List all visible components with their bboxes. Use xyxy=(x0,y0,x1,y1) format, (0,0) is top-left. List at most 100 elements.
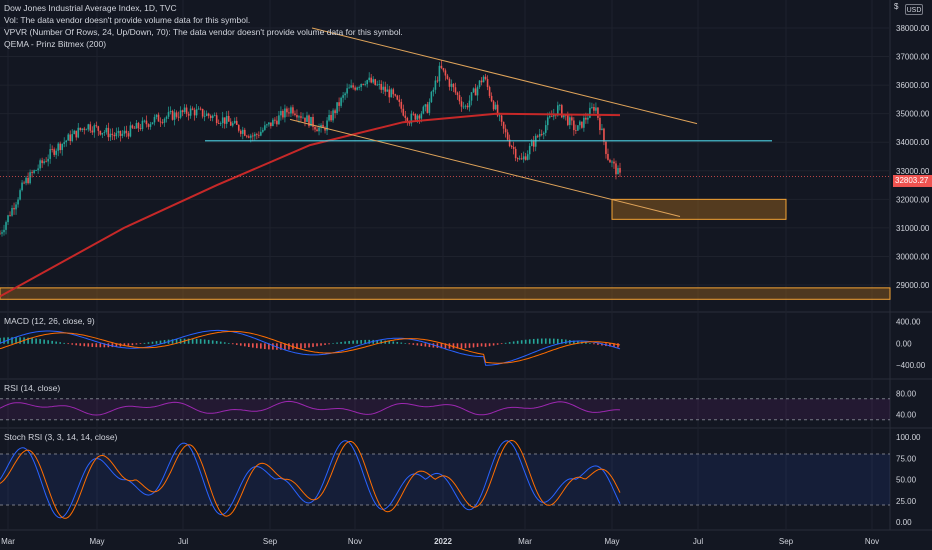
macd-histogram-bar xyxy=(296,343,298,349)
candle-body xyxy=(185,107,188,114)
macd-histogram-bar xyxy=(31,338,33,344)
time-tick-label: Jul xyxy=(178,537,188,546)
macd-histogram-bar xyxy=(223,342,226,344)
candle-body xyxy=(492,101,495,110)
candle-body xyxy=(245,135,248,137)
candle-body xyxy=(364,84,366,85)
time-tick-label: Nov xyxy=(865,537,879,546)
macd-histogram-bar xyxy=(43,339,45,344)
stoch-legend[interactable]: Stoch RSI (3, 3, 14, 14, close) xyxy=(4,432,118,442)
candle-body xyxy=(169,110,172,113)
candle-body xyxy=(468,100,471,108)
candle-body xyxy=(155,114,158,117)
candle-body xyxy=(41,160,43,164)
candle-body xyxy=(237,124,240,131)
candle-body xyxy=(191,108,194,110)
candle-body xyxy=(569,117,571,125)
candle-body xyxy=(460,101,463,107)
candle-body xyxy=(171,110,174,120)
candle-body xyxy=(43,161,45,164)
candle-body xyxy=(302,117,304,119)
macd-tick-label: −400.00 xyxy=(896,361,926,370)
candle-body xyxy=(474,88,477,96)
qema-legend[interactable]: QEMA - Prinz Bitmex (200) xyxy=(4,39,107,49)
macd-histogram-bar xyxy=(35,338,37,344)
candle-body xyxy=(213,115,216,117)
stoch-tick-label: 25.00 xyxy=(896,497,917,506)
candle-body xyxy=(87,124,90,130)
candle-body xyxy=(392,89,395,95)
candle-body xyxy=(27,177,29,184)
candle-body xyxy=(450,83,453,87)
candle-body xyxy=(518,158,521,160)
candle-body xyxy=(514,148,517,159)
vpvr-legend[interactable]: VPVR (Number Of Rows, 24, Up/Down, 70): … xyxy=(4,27,403,37)
candle-body xyxy=(522,156,525,160)
candle-body xyxy=(502,121,505,129)
candle-body xyxy=(57,143,59,151)
time-tick-label: 2022 xyxy=(434,537,452,546)
symbol-title[interactable]: Dow Jones Industrial Average Index, 1D, … xyxy=(4,3,177,13)
macd-histogram-bar xyxy=(131,343,134,346)
candle-body xyxy=(352,85,354,88)
candle-body xyxy=(254,134,256,137)
macd-histogram-bar xyxy=(15,337,17,344)
macd-histogram-bar xyxy=(239,343,242,346)
candle-body xyxy=(532,141,535,147)
macd-histogram-bar xyxy=(404,343,407,344)
currency-badge[interactable]: USD xyxy=(905,4,923,15)
candle-body xyxy=(47,158,49,162)
candle-body xyxy=(446,75,449,79)
candle-body xyxy=(563,114,565,118)
macd-histogram-bar xyxy=(436,343,439,348)
candle-body xyxy=(280,110,282,116)
candle-body xyxy=(573,120,575,131)
candle-body xyxy=(330,114,332,121)
candle-body xyxy=(45,161,47,163)
candle-body xyxy=(187,113,190,116)
macd-histogram-bar xyxy=(135,343,138,345)
macd-histogram-bar xyxy=(440,343,443,349)
candle-body xyxy=(432,89,435,92)
macd-histogram-bar xyxy=(207,339,210,344)
candle-body xyxy=(270,122,272,127)
candle-body xyxy=(103,132,106,134)
candle-body xyxy=(264,125,266,130)
candle-body xyxy=(506,132,509,140)
candle-body xyxy=(402,108,405,116)
candle-body xyxy=(89,124,92,131)
macd-legend[interactable]: MACD (12, 26, close, 9) xyxy=(4,316,95,326)
candle-body xyxy=(320,124,322,128)
price-tick-label: 32000.00 xyxy=(896,195,930,204)
candle-body xyxy=(296,115,298,118)
macd-histogram-bar xyxy=(597,343,599,345)
candle-body xyxy=(221,117,224,124)
macd-histogram-bar xyxy=(492,343,495,346)
macd-histogram-bar xyxy=(316,343,318,347)
candle-body xyxy=(426,104,429,113)
macd-histogram-bar xyxy=(3,337,5,344)
macd-histogram-bar xyxy=(87,343,90,347)
candle-body xyxy=(306,115,308,122)
time-tick-label: Jul xyxy=(693,537,703,546)
candle-body xyxy=(538,133,541,137)
price-tick-label: 30000.00 xyxy=(896,252,930,261)
candle-body xyxy=(284,108,286,118)
candle-body xyxy=(605,141,607,154)
candle-body xyxy=(227,115,230,122)
macd-histogram-bar xyxy=(460,343,463,349)
rsi-legend[interactable]: RSI (14, close) xyxy=(4,383,61,393)
candle-body xyxy=(530,141,533,146)
candle-body xyxy=(7,215,9,223)
macd-histogram-bar xyxy=(400,342,403,344)
candle-body xyxy=(374,79,377,85)
candle-body xyxy=(9,215,11,217)
candle-body xyxy=(231,123,234,126)
candle-body xyxy=(342,95,344,98)
candle-body xyxy=(486,79,489,88)
vol-legend[interactable]: Vol: The data vendor doesn't provide vol… xyxy=(4,15,251,25)
macd-histogram-bar xyxy=(488,343,491,347)
stoch-tick-label: 75.00 xyxy=(896,454,917,463)
macd-histogram-bar xyxy=(147,342,150,344)
